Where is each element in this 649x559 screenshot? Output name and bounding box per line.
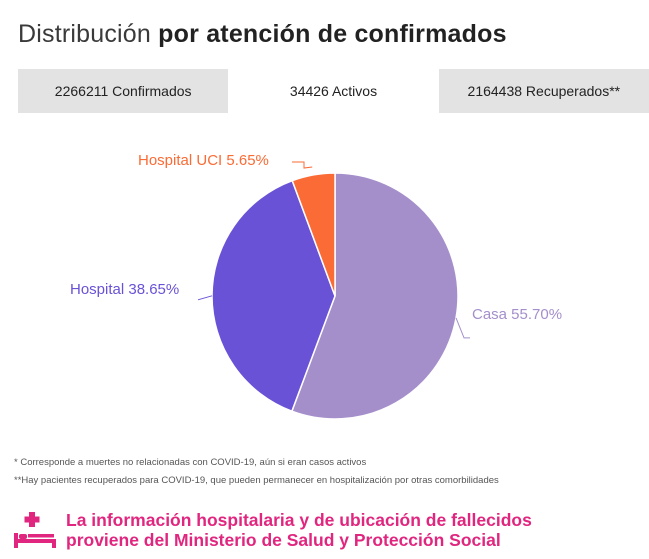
page-title: Distribución por atención de confirmados (18, 20, 507, 49)
tab-recuperados[interactable]: 2164438 Recuperados** (438, 69, 649, 113)
info-banner: La información hospitalaria y de ubicaci… (14, 508, 649, 554)
slice-casa (290, 172, 459, 420)
pie-chart-area: Hospital UCI 5.65% Hospital 38.65% Casa … (0, 113, 649, 443)
info-line-2: proviene del Ministerio de Salud y Prote… (66, 530, 501, 550)
footnote-1: * Corresponde a muertes no relacionadas … (14, 457, 367, 468)
leader-line-hospital (197, 295, 213, 301)
leader-line-hospital-uci (292, 161, 313, 169)
info-text: La información hospitalaria y de ubicaci… (66, 510, 532, 550)
tab-confirmados[interactable]: 2266211 Confirmados (18, 69, 229, 113)
status-tabs: 2266211 Confirmados 34426 Activos 216443… (18, 69, 649, 113)
pie-chart (197, 161, 470, 420)
footnotes: * Corresponde a muertes no relacionadas … (14, 454, 649, 490)
slice-label-hospital-uci: Hospital UCI 5.65% (138, 152, 269, 169)
title-light: Distribución (18, 20, 152, 48)
footnote-2: **Hay pacientes recuperados para COVID-1… (14, 475, 499, 486)
info-line-1: La información hospitalaria y de ubicaci… (66, 510, 532, 530)
slice-label-casa: Casa 55.70% (472, 306, 563, 323)
tab-activos[interactable]: 34426 Activos (228, 69, 439, 113)
hospital-bed-icon (14, 512, 56, 548)
slice-hospital-uci (291, 172, 336, 297)
title-bold: por atención de confirmados (158, 20, 507, 48)
slice-hospital (211, 179, 336, 413)
slice-label-hospital: Hospital 38.65% (70, 281, 180, 298)
leader-line-casa (455, 317, 470, 339)
